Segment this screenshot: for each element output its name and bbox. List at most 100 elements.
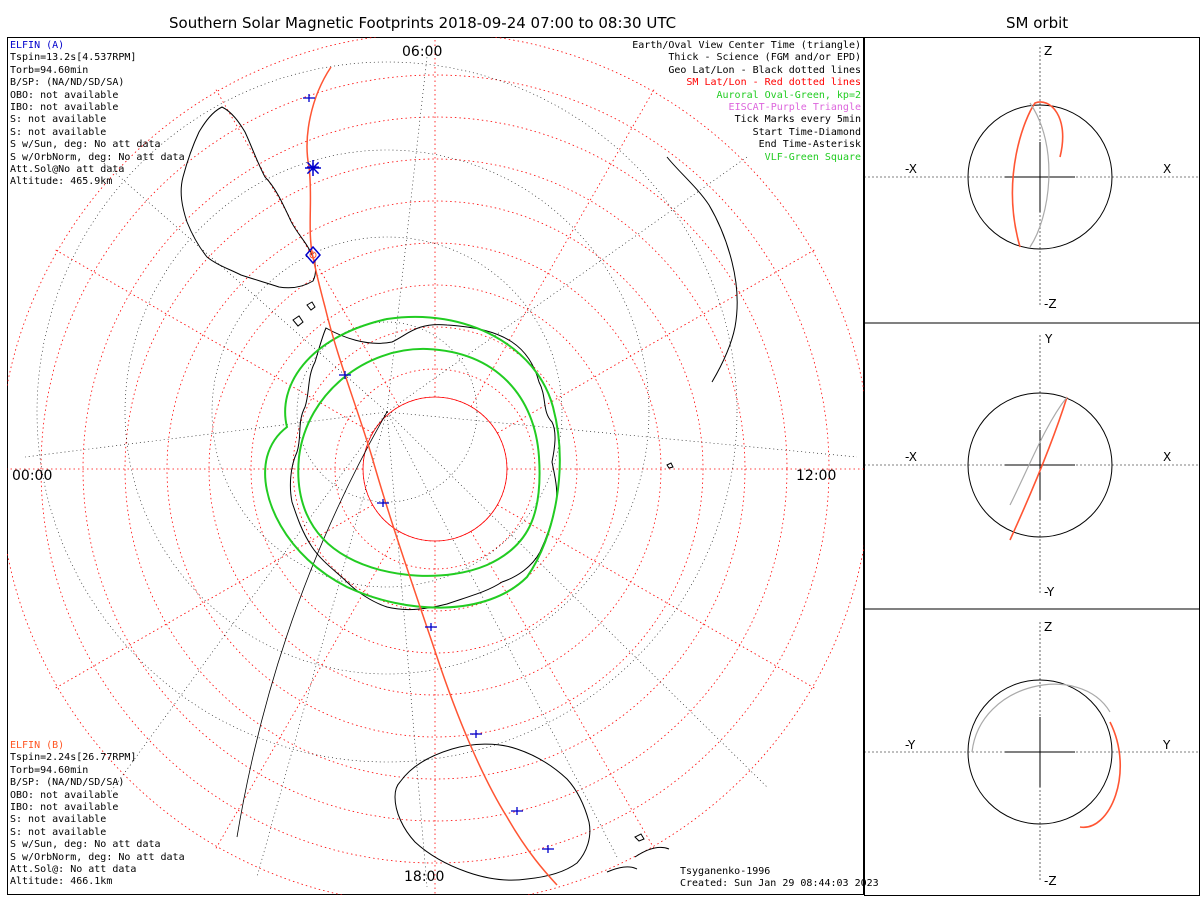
legend-item: Thick - Science (FGM and/or EPD) bbox=[668, 52, 861, 64]
probe-b-line-8: S w/Sun, deg: No att data bbox=[10, 839, 161, 851]
antarctica-outline bbox=[289, 324, 558, 611]
probe-b-line-5: IBO: not available bbox=[10, 802, 119, 814]
orbit-trace bbox=[1011, 101, 1064, 248]
orbit-grey bbox=[1029, 102, 1050, 248]
geo-lat-circle bbox=[296, 321, 478, 503]
legend: Earth/Oval View Center Time (triangle) Th… bbox=[632, 40, 861, 164]
orbit-xy-left: -X bbox=[905, 450, 917, 464]
geo-lon-line bbox=[386, 56, 428, 413]
geo-lon-line bbox=[96, 156, 388, 413]
time-label-right: 12:00 bbox=[796, 468, 837, 484]
orbit-panels bbox=[864, 37, 1200, 896]
orbit-trace bbox=[1009, 396, 1068, 541]
probe-b-name: ELFIN (B) bbox=[10, 740, 65, 751]
geo-lon-line bbox=[386, 411, 858, 458]
island-outlines bbox=[292, 301, 674, 842]
probe-a-line-5: IBO: not available bbox=[10, 102, 119, 114]
satellite-tracks bbox=[303, 66, 558, 886]
geo-lon-line bbox=[386, 411, 618, 858]
time-label-bottom: 18:00 bbox=[404, 869, 445, 885]
orbit-grey bbox=[1009, 396, 1068, 506]
plot-frame bbox=[7, 37, 864, 895]
probe-a-line-7: S: not available bbox=[10, 126, 107, 138]
probe-a-name: ELFIN (A) bbox=[10, 40, 65, 51]
orbit-xz-bottom: -Z bbox=[1044, 297, 1057, 311]
sm-lon-line bbox=[53, 504, 373, 690]
created-label: Created: Sun Jan 29 08:44:03 2023 bbox=[680, 878, 879, 890]
sm-lon-line bbox=[470, 531, 656, 851]
polar-footprint-plot bbox=[7, 37, 864, 895]
orbit-drawings bbox=[864, 47, 1200, 882]
auroral-ovals bbox=[264, 315, 561, 609]
orbit-yz-bottom: -Z bbox=[1044, 874, 1057, 888]
south-america-outline bbox=[180, 106, 316, 289]
sm-lat-circle bbox=[166, 200, 704, 738]
new-zealand-outline bbox=[606, 846, 670, 873]
orbit-earth-circle bbox=[967, 104, 1113, 250]
geo-lat-circle bbox=[124, 149, 650, 675]
legend-item: VLF-Green Square bbox=[764, 151, 861, 163]
probe-b-line-9: S w/OrbNorm, deg: No att data bbox=[10, 851, 185, 863]
orbit-xz-right: X bbox=[1163, 162, 1172, 176]
probe-a-line-1: Tspin=13.2s[4.537RPM] bbox=[10, 52, 137, 64]
geo-lon-line bbox=[256, 411, 388, 878]
sm-grid bbox=[7, 37, 864, 895]
geo-lon-line bbox=[386, 411, 428, 888]
legend-item: EISCAT-Purple Triangle bbox=[728, 102, 861, 114]
time-label-top: 06:00 bbox=[402, 44, 443, 60]
sm-inner-circle bbox=[362, 396, 508, 542]
probe-b-line-10: Att.Sol@: No att data bbox=[10, 864, 137, 876]
probe-b-line-6: S: not available bbox=[10, 814, 107, 826]
sm-lon-line bbox=[470, 87, 656, 407]
legend-item: Earth/Oval View Center Time (triangle) bbox=[632, 40, 861, 51]
geo-meridian-solid bbox=[236, 411, 388, 838]
sm-lat-circle bbox=[362, 396, 508, 542]
geo-lon-line bbox=[24, 411, 388, 458]
sm-lat-circle bbox=[334, 368, 536, 570]
sm-lon-line bbox=[53, 248, 373, 434]
main-title: Southern Solar Magnetic Footprints 2018-… bbox=[169, 14, 677, 32]
probe-a-line-4: OBO: not available bbox=[10, 89, 119, 101]
geo-lat-circle bbox=[211, 236, 563, 588]
auroral-oval-outer bbox=[264, 315, 561, 609]
orbit-xy-right: X bbox=[1163, 450, 1172, 464]
start-diamond bbox=[305, 245, 321, 265]
probe-a-line-6: S: not available bbox=[10, 114, 107, 126]
probe-a-line-2: Torb=94.60min bbox=[10, 64, 89, 76]
legend-item: Tick Marks every 5min bbox=[734, 114, 861, 126]
probe-a-info: ELFIN (A) Tspin=13.2s[4.537RPM] Torb=94.… bbox=[10, 40, 185, 189]
legend-item: Start Time-Diamond bbox=[752, 126, 861, 138]
probe-b-line-1: Tspin=2.24s[26.77RPM] bbox=[10, 752, 137, 764]
sm-lon-line bbox=[214, 531, 400, 851]
orbit-xy-top: Y bbox=[1045, 332, 1053, 346]
sm-lat-circle bbox=[250, 284, 620, 654]
orbit-earth-circle bbox=[967, 679, 1113, 825]
orbit-xz-top: Z bbox=[1044, 44, 1053, 58]
probe-a-line-11: Altitude: 465.9km bbox=[10, 176, 113, 188]
probe-b-line-11: Altitude: 466.1km bbox=[10, 876, 113, 888]
probe-a-line-3: B/SP: (NA/ND/SD/SA) bbox=[10, 77, 125, 89]
legend-item: SM Lat/Lon - Red dotted lines bbox=[686, 77, 861, 89]
legend-item: Geo Lat/Lon - Black dotted lines bbox=[668, 64, 861, 76]
sm-lat-circle bbox=[292, 326, 578, 612]
sm-lat-circle bbox=[40, 74, 830, 864]
sm-lon-line bbox=[497, 504, 817, 690]
probe-a-line-9: S w/OrbNorm, deg: No att data bbox=[10, 151, 185, 163]
geo-lon-line bbox=[386, 411, 768, 788]
legend-item: Auroral Oval-Green, kp=2 bbox=[716, 89, 862, 101]
sm-lon-line bbox=[214, 87, 400, 407]
orbit-xy-bottom: -Y bbox=[1044, 585, 1055, 599]
sm-lon-line bbox=[497, 248, 817, 434]
time-label-left: 00:00 bbox=[12, 468, 53, 484]
probe-a-line-10: Att.Sol@No att data bbox=[10, 164, 125, 176]
orbit-grey bbox=[971, 683, 1111, 753]
orbit-earth-circle bbox=[967, 392, 1113, 538]
orbit-xz-left: -X bbox=[905, 162, 917, 176]
probe-b-line-3: B/SP: (NA/ND/SD/SA) bbox=[10, 777, 125, 789]
footer-info: Tsyganenko-1996 Created: Sun Jan 29 08:4… bbox=[680, 866, 879, 891]
orbit-title: SM orbit bbox=[1006, 14, 1069, 32]
legend-item: End Time-Asterisk bbox=[758, 139, 861, 151]
model-label: Tsyganenko-1996 bbox=[680, 866, 771, 877]
probe-a-line-8: S w/Sun, deg: No att data bbox=[10, 139, 161, 151]
asterisk-stroke bbox=[306, 161, 320, 175]
